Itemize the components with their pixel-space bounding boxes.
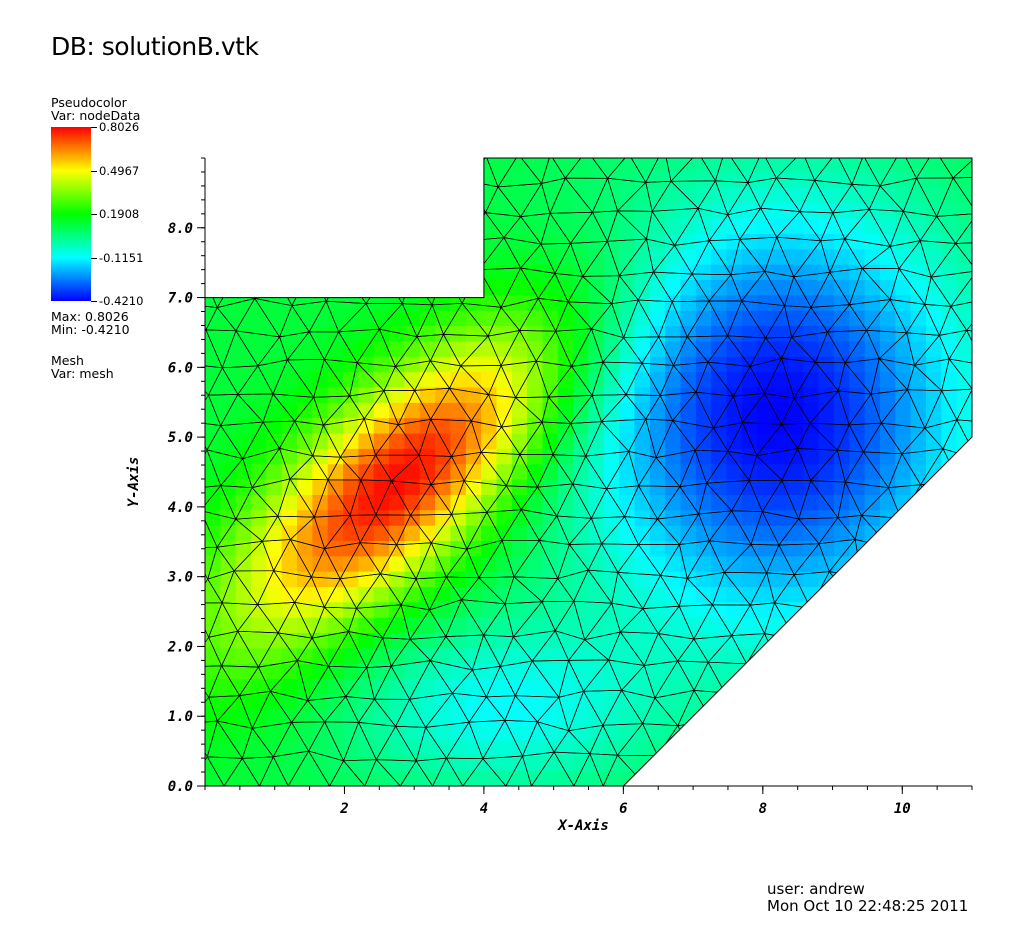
legend-variable: Var: nodeData — [51, 108, 141, 123]
legend-plot-type: Pseudocolor — [51, 95, 127, 110]
pseudocolor-field — [205, 158, 972, 786]
x-tick-label: 10 — [894, 801, 911, 817]
y-tick-label: 5.0 — [168, 430, 193, 446]
colorbar-tick-mark — [91, 171, 97, 172]
user-info: user: andrew Mon Oct 10 22:48:25 2011 — [767, 881, 968, 915]
colorbar-tick-label: -0.1151 — [99, 251, 144, 265]
domain-boundary — [204, 157, 973, 787]
database-title: DB: solutionB.vtk — [51, 32, 259, 61]
x-tick-label: 8 — [759, 801, 767, 817]
colorbar-tick-mark — [91, 214, 97, 215]
legend-min: Min: -0.4210 — [51, 322, 130, 337]
x-tick-label: 6 — [619, 801, 627, 817]
colorbar-tick-mark — [91, 301, 97, 302]
colorbar-tick-mark — [91, 258, 97, 259]
colorbar — [51, 127, 91, 301]
y-tick-label: 3.0 — [167, 570, 193, 586]
axis-ticks: 2 4 6 8 10 0.0 1.0 2.0 3.0 4.0 5.0 6.0 7.0 8.0 — [167, 157, 973, 817]
y-tick-label: 2.0 — [167, 639, 193, 655]
y-tick-label: 4.0 — [168, 500, 193, 516]
y-tick-label: 6.0 — [168, 360, 193, 376]
y-axis-title: Y-Axis — [126, 457, 142, 508]
legend-mesh-type: Mesh — [51, 353, 84, 368]
legend-max: Max: 0.8026 — [51, 309, 129, 324]
x-tick-label: 4 — [480, 801, 488, 817]
legend-mesh-variable: Var: mesh — [51, 366, 114, 381]
user-name: user: andrew — [767, 880, 865, 898]
y-tick-label: 7.0 — [168, 291, 193, 307]
colorbar-tick-label: 0.8026 — [99, 120, 140, 134]
y-tick-label: 8.0 — [168, 221, 193, 237]
colorbar-tick-label: 0.4967 — [99, 164, 140, 178]
colorbar-tick-mark — [91, 127, 97, 128]
timestamp: Mon Oct 10 22:48:25 2011 — [767, 897, 969, 915]
colorbar-tick-label: -0.4210 — [99, 294, 144, 308]
x-tick-label: 2 — [339, 801, 348, 817]
x-axis-title: X-Axis — [557, 818, 609, 834]
y-tick-label: 0.0 — [168, 779, 193, 795]
y-tick-label: 1.0 — [168, 709, 193, 725]
colorbar-tick-label: 0.1908 — [99, 207, 140, 221]
